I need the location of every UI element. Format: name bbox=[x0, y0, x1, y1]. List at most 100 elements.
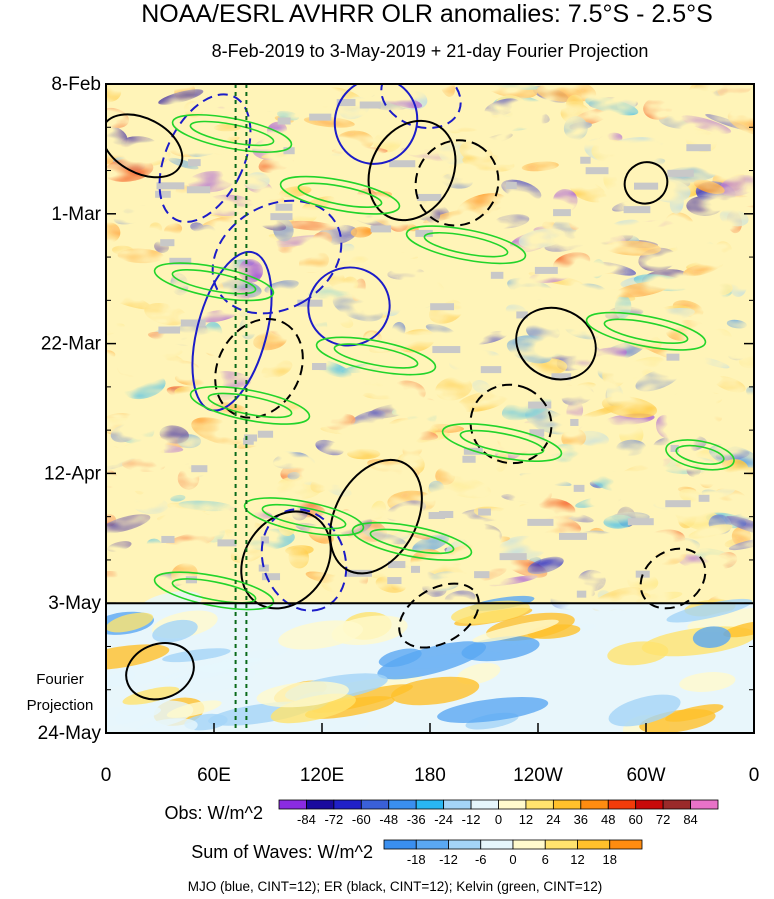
anomaly-cell bbox=[730, 277, 747, 297]
colorbar-label: 0 bbox=[509, 852, 516, 867]
anomaly-cell bbox=[585, 96, 639, 116]
colorbar-label: 60 bbox=[628, 812, 642, 827]
anomaly-cell bbox=[708, 488, 735, 499]
anomaly-cell bbox=[224, 515, 244, 540]
anomaly-cell bbox=[338, 470, 363, 484]
missing-data-mark bbox=[283, 147, 295, 155]
projection-label-line1: Fourier bbox=[36, 671, 84, 688]
anomaly-cell bbox=[149, 222, 162, 235]
anomaly-cell bbox=[117, 355, 157, 378]
anomaly-cell bbox=[350, 226, 373, 238]
projection-cell bbox=[723, 620, 754, 638]
anomaly-cell bbox=[407, 404, 437, 428]
projection-cell bbox=[106, 612, 154, 633]
projection-cell bbox=[106, 668, 135, 688]
anomaly-cell bbox=[404, 289, 437, 309]
anomaly-cell bbox=[387, 267, 425, 280]
anomaly-cell bbox=[519, 107, 550, 124]
kelvin-contour bbox=[153, 262, 275, 302]
missing-data-mark bbox=[499, 553, 527, 561]
missing-data-mark bbox=[551, 373, 572, 381]
anomaly-cell bbox=[605, 240, 661, 256]
anomaly-cell bbox=[259, 219, 287, 231]
missing-data-mark bbox=[623, 206, 651, 214]
missing-data-mark bbox=[576, 590, 587, 598]
colorbar-label: 6 bbox=[542, 852, 549, 867]
missing-data-mark bbox=[670, 444, 679, 452]
missing-data-mark bbox=[258, 564, 269, 572]
kelvin-contour bbox=[423, 231, 509, 258]
anomaly-cell bbox=[226, 204, 273, 222]
anomaly-cell bbox=[457, 115, 506, 132]
projection-cell bbox=[162, 648, 231, 663]
missing-data-mark bbox=[428, 512, 446, 520]
colorbar-swatch bbox=[360, 799, 390, 810]
colorbar-swatch bbox=[609, 839, 643, 850]
missing-data-mark bbox=[430, 303, 455, 311]
anomaly-cell bbox=[693, 179, 725, 194]
anomaly-cell bbox=[144, 302, 188, 326]
colorbar-label: 36 bbox=[574, 812, 588, 827]
anomaly-cell bbox=[197, 309, 238, 323]
anomaly-cell bbox=[721, 459, 749, 480]
anomaly-cell bbox=[621, 460, 662, 475]
anomaly-cell bbox=[305, 571, 347, 585]
anomaly-cell bbox=[682, 261, 721, 277]
anomaly-cell bbox=[673, 392, 714, 409]
anomaly-cell bbox=[616, 356, 665, 380]
colorbar-label: -12 bbox=[462, 812, 481, 827]
obs-anomaly-field bbox=[106, 84, 754, 612]
anomaly-cell bbox=[106, 222, 121, 243]
anomaly-cell bbox=[177, 467, 200, 490]
colorbar-swatch bbox=[607, 799, 637, 810]
colorbar-swatch bbox=[635, 799, 664, 810]
missing-data-mark bbox=[388, 561, 406, 569]
y-tick-label: 24-May bbox=[38, 723, 102, 744]
projection-cell bbox=[219, 647, 289, 665]
anomaly-cell bbox=[728, 538, 754, 551]
anomaly-cell bbox=[527, 556, 564, 575]
anomaly-cell bbox=[719, 174, 754, 197]
colorbar-swatch bbox=[388, 799, 417, 810]
anomaly-cell bbox=[203, 321, 223, 345]
anomaly-cell bbox=[106, 350, 116, 359]
anomaly-cell bbox=[132, 496, 169, 515]
anomaly-cell bbox=[679, 488, 703, 504]
anomaly-cell bbox=[123, 443, 165, 456]
colorbar-label: -18 bbox=[407, 852, 426, 867]
anomaly-cell bbox=[569, 214, 582, 230]
anomaly-cell bbox=[132, 477, 146, 495]
missing-data-mark bbox=[529, 429, 545, 437]
missing-data-mark bbox=[534, 266, 558, 274]
anomaly-cell bbox=[435, 376, 473, 401]
anomaly-cell bbox=[616, 439, 647, 456]
x-tick-label: 60W bbox=[626, 765, 665, 786]
anomaly-cell bbox=[187, 138, 228, 157]
projection-cell bbox=[106, 705, 162, 729]
kelvin-contour bbox=[315, 336, 437, 376]
anomaly-cell bbox=[571, 283, 608, 301]
anomaly-cell bbox=[713, 241, 732, 260]
missing-data-mark bbox=[387, 577, 402, 585]
projection-label-line2: Projection bbox=[27, 697, 94, 714]
anomaly-cell bbox=[275, 243, 313, 260]
projection-cell bbox=[666, 598, 753, 623]
missing-data-mark bbox=[480, 366, 502, 374]
anomaly-cell bbox=[166, 509, 196, 519]
x-tick-label: 0 bbox=[749, 765, 760, 786]
anomaly-cell bbox=[106, 290, 152, 310]
er-contour bbox=[469, 383, 553, 465]
anomaly-cell bbox=[603, 171, 618, 191]
anomaly-cell bbox=[106, 124, 128, 150]
anomaly-cell bbox=[310, 478, 328, 493]
obs-legend-label: Obs: W/m^2 bbox=[165, 803, 263, 823]
anomaly-cell bbox=[340, 317, 354, 329]
anomaly-cell bbox=[615, 281, 669, 298]
missing-data-mark bbox=[257, 430, 274, 438]
anomaly-cell bbox=[332, 293, 383, 322]
missing-data-mark bbox=[573, 484, 585, 492]
projection-cell bbox=[318, 718, 369, 733]
colorbar-label: -60 bbox=[352, 812, 371, 827]
missing-data-mark bbox=[156, 182, 185, 190]
